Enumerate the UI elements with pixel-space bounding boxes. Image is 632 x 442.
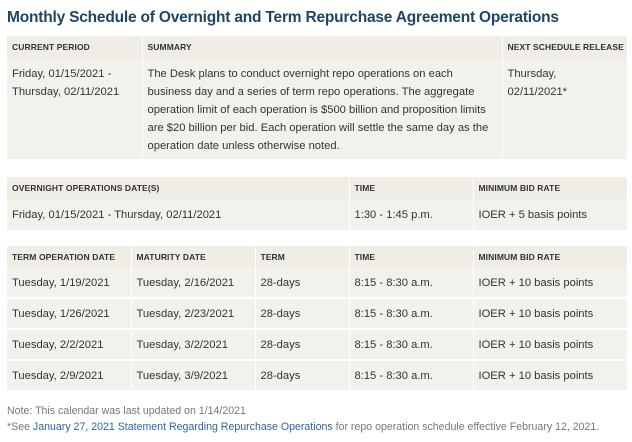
header-term: TERM — [254, 246, 349, 268]
header-next-release: NEXT SCHEDULE RELEASE — [501, 36, 627, 58]
term-cell: 28-days — [254, 297, 349, 329]
next-release-day: Thursday, — [507, 68, 557, 80]
maturity-cell: Tuesday, 3/9/2021 — [130, 359, 255, 390]
header-time: TIME — [348, 246, 473, 268]
time-cell: 8:15 - 8:30 a.m. — [348, 268, 473, 298]
op-date-cell: Tuesday, 1/26/2021 — [7, 297, 131, 329]
header-maturity-date: MATURITY DATE — [130, 246, 255, 268]
rate-cell: IOER + 10 basis points — [472, 268, 627, 298]
op-date-cell: Tuesday, 1/19/2021 — [7, 268, 131, 298]
table-row: Tuesday, 2/9/2021 Tuesday, 3/9/2021 28-d… — [7, 359, 627, 390]
time-cell: 8:15 - 8:30 a.m. — [348, 297, 473, 329]
next-release-date: 02/11/2021* — [507, 86, 568, 98]
current-period-table: CURRENT PERIOD SUMMARY NEXT SCHEDULE REL… — [7, 36, 627, 159]
term-cell: 28-days — [254, 359, 349, 390]
rate-cell: IOER + 10 basis points — [472, 328, 627, 360]
header-min-bid-rate: MINIMUM BID RATE — [472, 246, 627, 268]
header-overnight-dates: OVERNIGHT OPERATIONS DATE(S) — [7, 177, 349, 199]
term-cell: 28-days — [254, 268, 349, 298]
table-row: Friday, 01/15/2021 - Thursday, 02/11/202… — [7, 199, 627, 230]
maturity-cell: Tuesday, 3/2/2021 — [130, 328, 255, 360]
term-operations-table: TERM OPERATION DATE MATURITY DATE TERM T… — [7, 246, 627, 390]
header-time: TIME — [348, 177, 473, 199]
last-updated-note: Note: This calendar was last updated on … — [7, 405, 246, 417]
term-cell: 28-days — [254, 328, 349, 360]
period-end: Thursday, 02/11/2021 — [12, 86, 120, 98]
maturity-cell: Tuesday, 2/16/2021 — [130, 268, 255, 298]
overnight-rate-cell: IOER + 5 basis points — [472, 199, 627, 230]
table-row: Tuesday, 2/2/2021 Tuesday, 3/2/2021 28-d… — [7, 328, 627, 360]
overnight-time-cell: 1:30 - 1:45 p.m. — [348, 199, 473, 230]
header-summary: SUMMARY — [141, 36, 502, 58]
summary-cell: The Desk plans to conduct overnight repo… — [141, 58, 502, 159]
see-statement-note: *See January 27, 2021 Statement Regardin… — [7, 421, 599, 433]
period-start: Friday, 01/15/2021 - — [12, 68, 112, 80]
current-period-cell: Friday, 01/15/2021 - Thursday, 02/11/202… — [7, 58, 142, 159]
rate-cell: IOER + 10 basis points — [472, 359, 627, 390]
overnight-operations-table: OVERNIGHT OPERATIONS DATE(S) TIME MINIMU… — [7, 177, 627, 230]
time-cell: 8:15 - 8:30 a.m. — [348, 359, 473, 390]
time-cell: 8:15 - 8:30 a.m. — [348, 328, 473, 360]
maturity-cell: Tuesday, 2/23/2021 — [130, 297, 255, 329]
see-suffix: for repo operation schedule effective Fe… — [332, 421, 600, 433]
header-term-op-date: TERM OPERATION DATE — [7, 246, 131, 268]
page-title: Monthly Schedule of Overnight and Term R… — [7, 9, 559, 26]
table-row: Tuesday, 1/19/2021 Tuesday, 2/16/2021 28… — [7, 268, 627, 298]
op-date-cell: Tuesday, 2/2/2021 — [7, 328, 131, 360]
see-prefix: *See — [7, 421, 33, 433]
table-row: Tuesday, 1/26/2021 Tuesday, 2/23/2021 28… — [7, 297, 627, 329]
next-release-cell: Thursday, 02/11/2021* — [501, 58, 627, 159]
header-min-bid-rate: MINIMUM BID RATE — [472, 177, 627, 199]
header-current-period: CURRENT PERIOD — [7, 36, 142, 58]
overnight-dates-cell: Friday, 01/15/2021 - Thursday, 02/11/202… — [7, 199, 349, 230]
op-date-cell: Tuesday, 2/9/2021 — [7, 359, 131, 390]
rate-cell: IOER + 10 basis points — [472, 297, 627, 329]
table-row: Friday, 01/15/2021 - Thursday, 02/11/202… — [7, 58, 627, 159]
statement-link[interactable]: January 27, 2021 Statement Regarding Rep… — [32, 421, 333, 433]
